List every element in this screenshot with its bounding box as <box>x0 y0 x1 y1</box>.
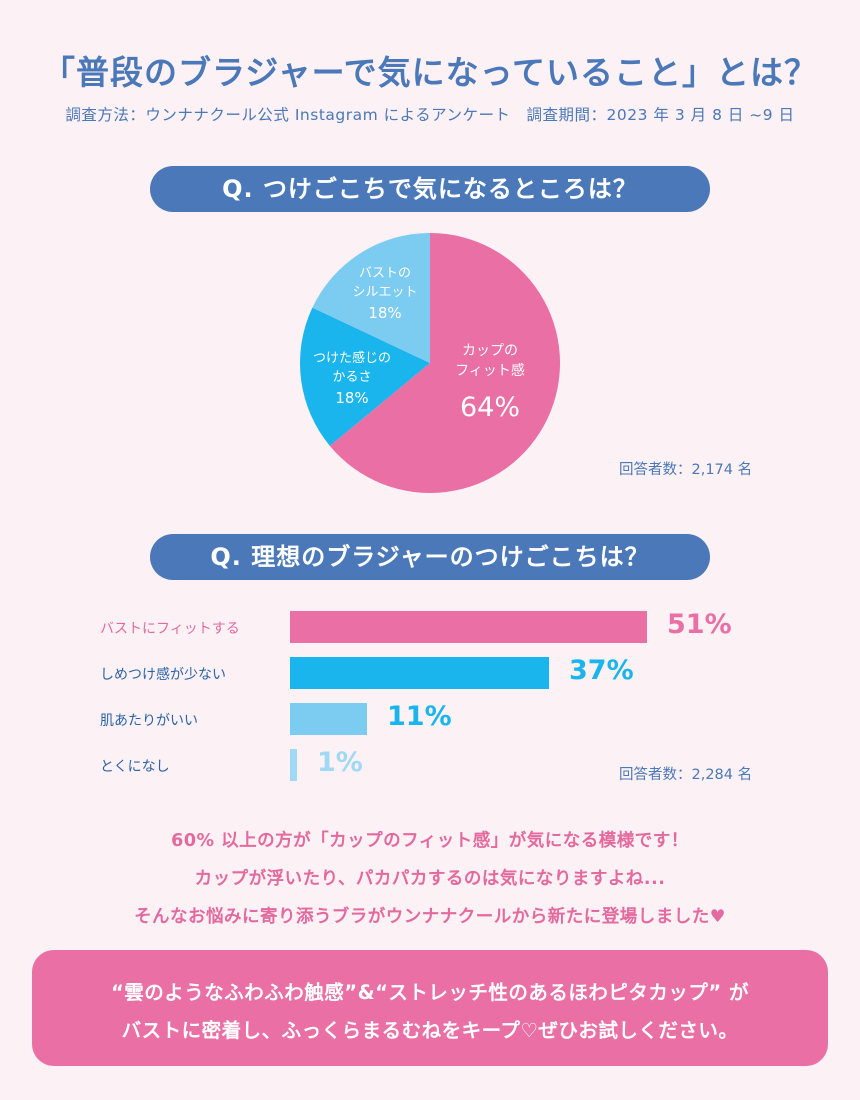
bar-value-label: 11% <box>387 701 452 732</box>
bar-value-label: 51% <box>667 609 732 640</box>
pie-slice-0 <box>329 233 560 493</box>
cta-banner: “雲のようなふわふわ触感”&“ストレッチ性のあるほわピタカップ” が バストに密… <box>32 950 828 1066</box>
pie-slice-1 <box>300 307 430 446</box>
bar-category-label: バストにフィットする <box>100 621 240 637</box>
message-line-3-text: そんなお悩みに寄り添うブラがウンナナクールから新たに登場しました <box>134 907 710 927</box>
pie-chart: カップの フィット感 64% つけた感じの かるさ 18% バストの シルエット… <box>300 233 560 493</box>
message-line-2: カップが浮いたり、パカパカするのは気になりますよね... <box>194 869 666 889</box>
question-1-heading: Q. つけごこちで気になるところは？ <box>150 166 710 212</box>
pie-slice-value: 18% <box>368 303 402 322</box>
pie-slice-name: カップの <box>461 343 518 359</box>
pie-label-silhouette: バストの シルエット 18% <box>352 265 417 324</box>
bar-2 <box>290 703 367 735</box>
bar-3 <box>290 749 297 781</box>
respondent-count-1: 回答者数：2,174 名 <box>619 462 753 478</box>
pie-slice-value: 64% <box>459 391 521 423</box>
bar-value-label: 1% <box>317 747 363 778</box>
pie-label-lightness: つけた感じの かるさ 18% <box>313 350 391 409</box>
respondent-count-2: 回答者数：2,284 名 <box>619 767 753 783</box>
pie-slice-name: フィット感 <box>455 363 525 380</box>
message-line-1: 60% 以上の方が「カップのフィット感」が気になる模様です！ <box>171 831 689 851</box>
question-2-heading: Q. 理想のブラジャーのつけごこちは？ <box>150 534 710 580</box>
heart-icon: ♥ <box>709 907 726 927</box>
pie-slice-value: 18% <box>335 388 369 407</box>
pie-chart-svg <box>300 233 560 493</box>
cta-line-1: “雲のようなふわふわ触感”&“ストレッチ性のあるほわピタカップ” が <box>110 981 750 1004</box>
bar-category-label: とくになし <box>100 759 170 775</box>
bar-category-label: 肌あたりがいい <box>100 713 198 729</box>
pie-slice-name: つけた感じの <box>312 351 392 366</box>
pie-slice-name: バストの <box>358 266 412 281</box>
bar-category-label: しめつけ感が少ない <box>100 667 226 683</box>
bar-0 <box>290 611 647 643</box>
page-title: 「普段のブラジャーで気になっていること」とは？ <box>41 53 819 92</box>
message-line-3: そんなお悩みに寄り添うブラがウンナナクールから新たに登場しました♥ <box>0 903 860 928</box>
pie-slice-name: シルエット <box>352 284 418 300</box>
pie-slice-name: かるさ <box>332 369 372 385</box>
cta-line-2: バストに密着し、ふっくらまるむねをキープ♡ぜひお試しください。 <box>121 1019 739 1042</box>
pie-slice-2 <box>312 233 430 363</box>
survey-info: 調査方法：ウンナナクール公式 Instagram によるアンケート 調査期間：2… <box>65 106 795 124</box>
bar-1 <box>290 657 549 689</box>
bar-value-label: 37% <box>569 655 634 686</box>
pie-label-cup-fit: カップの フィット感 64% <box>455 341 525 427</box>
